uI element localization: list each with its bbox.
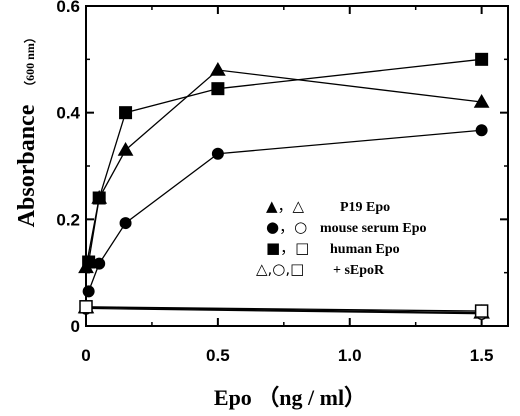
point-2-4	[475, 52, 489, 66]
point-2-2	[119, 106, 133, 120]
series-line-5	[85, 306, 482, 312]
legend-symbols-2: ■，□	[266, 239, 309, 257]
point-1-3	[211, 147, 224, 160]
plot-area	[85, 5, 509, 327]
point-1-2	[119, 217, 132, 230]
legend: ▲，△ P19 Epo ●，○ mouse serum Epo ■，□ huma…	[256, 197, 427, 278]
markers	[77, 52, 490, 320]
y-axis-title: Absorbance	[14, 104, 40, 227]
x-tick-label-0: 0	[81, 346, 90, 365]
point-5-1	[474, 304, 489, 318]
series-line-0	[85, 69, 482, 268]
legend-label-3: + sEpoR	[333, 263, 385, 278]
ticks	[85, 5, 508, 327]
x-tick-label-3: 1.5	[470, 346, 494, 365]
y-axis-unit-group: （600 nm）	[22, 31, 37, 93]
legend-symbols-3: △,○,□	[256, 260, 304, 278]
legend-label-2: human Epo	[330, 242, 400, 257]
y-tick-label-1: 0.2	[56, 210, 80, 229]
legend-label-0: P19 Epo	[340, 200, 390, 215]
x-axis-title: Epo （ng / ml）	[214, 385, 366, 410]
legend-symbols-1: ●，○	[266, 218, 307, 236]
point-5-0	[79, 300, 93, 314]
legend-symbols-0: ▲，△	[266, 197, 305, 215]
point-2-1	[92, 191, 106, 205]
series-line-3	[85, 306, 482, 314]
tick-labels: 0 0.5 1.0 1.5 0 0.2 0.4 0.6	[56, 0, 493, 365]
legend-label-1: mouse serum Epo	[320, 221, 427, 236]
y-tick-label-3: 0.6	[56, 0, 80, 16]
point-0-3	[210, 61, 226, 76]
point-2-3	[211, 82, 225, 96]
y-tick-label-2: 0.4	[56, 104, 80, 123]
y-axis-unit: （600 nm）	[22, 31, 37, 93]
point-1-0	[82, 285, 95, 298]
point-0-4	[473, 93, 490, 108]
y-axis-title-group: Absorbance	[14, 104, 40, 227]
series-line-4	[85, 307, 482, 315]
x-tick-label-1: 0.5	[206, 346, 230, 365]
point-2-0	[82, 255, 96, 269]
y-tick-label-0: 0	[71, 317, 80, 336]
x-tick-label-2: 1.0	[338, 346, 362, 365]
point-0-2	[117, 141, 134, 156]
point-1-4	[475, 124, 488, 137]
point-1-1	[93, 257, 106, 270]
